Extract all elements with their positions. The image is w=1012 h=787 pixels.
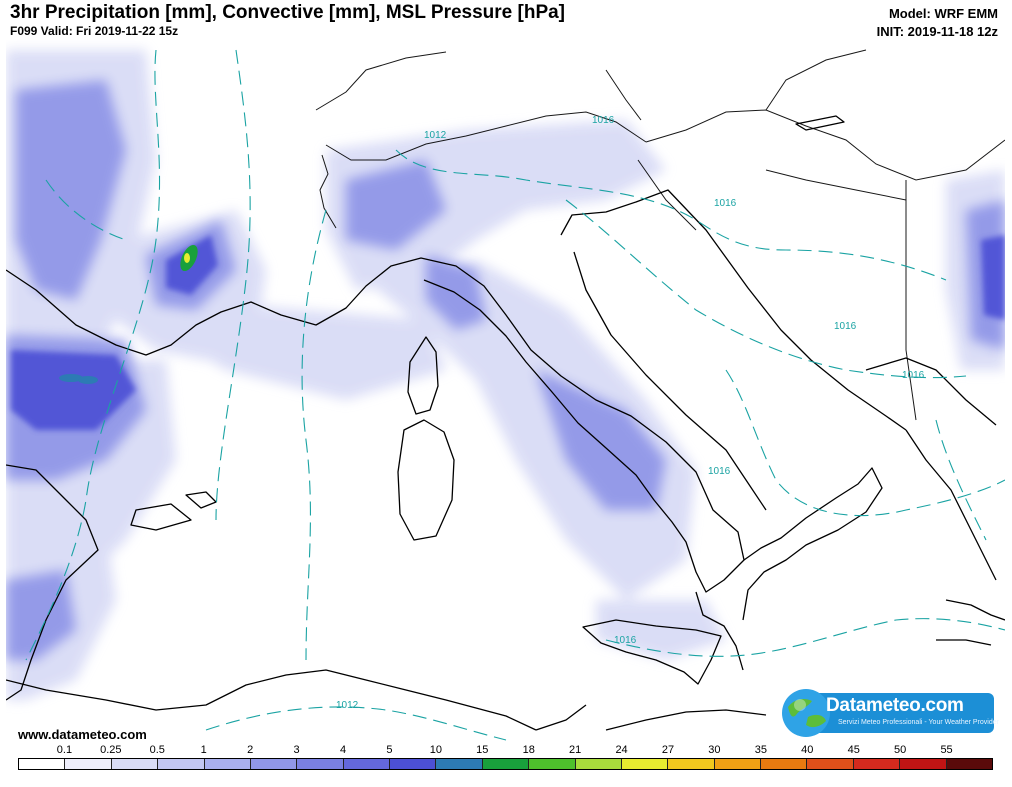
precipitation-map: 1012 1016 1016 1016 1016 1016 1016 1012	[6, 40, 1005, 743]
datameteo-logo[interactable]: Datameteo.com Servizi Meteo Professional…	[778, 685, 999, 743]
colorbar-tick-label: 40	[801, 744, 814, 756]
isobar-label: 1016	[592, 115, 615, 126]
isobar-label: 1016	[834, 321, 857, 332]
logo-tagline: Servizi Meteo Professionali - Your Weath…	[838, 719, 999, 726]
colorbar-tick-label: 18	[522, 744, 535, 756]
colorbar-cell	[343, 759, 390, 769]
colorbar-tick-label: 50	[894, 744, 907, 756]
colorbar-tick-label: 24	[615, 744, 628, 756]
site-url[interactable]: www.datameteo.com	[18, 727, 147, 742]
colorbar-cell	[250, 759, 298, 769]
isobar-label: 1012	[424, 130, 447, 141]
colorbar-tick-label: 35	[754, 744, 767, 756]
colorbar-cell	[390, 759, 437, 769]
colorbar-tick-label: 3	[293, 744, 300, 756]
precipitation-colorbar: 0.1 0.25 0.5 1 2 3 4 5 10 15 18 21 24 27 30 35 40 45 50 55	[18, 744, 993, 776]
isobar-label: 1016	[708, 466, 731, 477]
isobar-label: 1016	[902, 370, 925, 381]
colorbar-cell	[946, 759, 992, 769]
colorbar-cell	[575, 759, 622, 769]
colorbar-tick-label: 15	[476, 744, 489, 756]
isobars	[25, 49, 1005, 741]
logo-name: Datameteo.com	[826, 695, 964, 716]
map-title: 3hr Precipitation [mm], Convective [mm],…	[10, 2, 566, 23]
valid-time: F099 Valid: Fri 2019-11-22 15z	[10, 24, 179, 38]
colorbar-tick-label: 4	[339, 744, 347, 756]
colorbar-tick-label: 5	[386, 744, 393, 756]
colorbar-cell	[482, 759, 530, 769]
colorbar-cell	[204, 759, 251, 769]
colorbar-cell	[621, 759, 669, 769]
colorbar-tick-label: 1	[200, 744, 207, 756]
isobar-label: 1016	[714, 198, 737, 209]
colorbar-cell	[436, 759, 483, 769]
isobar-label: 1016	[614, 635, 637, 646]
colorbar-cell	[900, 759, 947, 769]
colorbar-cell	[111, 759, 159, 769]
colorbar-tick-label: 30	[708, 744, 721, 756]
colorbar-cell	[158, 759, 205, 769]
colorbar-tick-label: 0.25	[100, 744, 122, 756]
colorbar-cell	[529, 759, 576, 769]
colorbar-tick-label: 0.1	[56, 744, 73, 756]
colorbar-cell	[297, 759, 344, 769]
colorbar-labels: 0.1 0.25 0.5 1 2 3 4 5 10 15 18 21 24 27 30 35 40 45 50 55	[18, 744, 993, 758]
colorbar-cell	[65, 759, 112, 769]
isobar-label: 1012	[336, 700, 359, 711]
logo-badge	[782, 689, 994, 737]
colorbar-cell	[19, 759, 66, 769]
model-label: Model: WRF EMM	[888, 6, 998, 21]
init-time: INIT: 2019-11-18 12z	[876, 24, 998, 39]
country-borders	[315, 49, 1005, 421]
colorbar-cells	[18, 758, 993, 770]
colorbar-tick-label: 55	[940, 744, 953, 756]
colorbar-tick-label: 27	[661, 744, 675, 756]
colorbar-cell	[807, 759, 854, 769]
precip-convective-cores	[59, 244, 198, 384]
coastlines	[6, 115, 1005, 731]
colorbar-cell	[853, 759, 901, 769]
colorbar-tick-label: 21	[569, 744, 582, 756]
colorbar-cell	[714, 759, 761, 769]
colorbar-tick-label: 45	[847, 744, 860, 756]
colorbar-cell	[668, 759, 715, 769]
colorbar-tick-label: 0.5	[149, 744, 165, 756]
isobar-labels: 1012 1016 1016 1016 1016 1016 1016 1012	[336, 115, 925, 711]
colorbar-tick-label: 2	[247, 744, 254, 756]
colorbar-cell	[761, 759, 808, 769]
colorbar-tick-label: 10	[429, 744, 442, 756]
